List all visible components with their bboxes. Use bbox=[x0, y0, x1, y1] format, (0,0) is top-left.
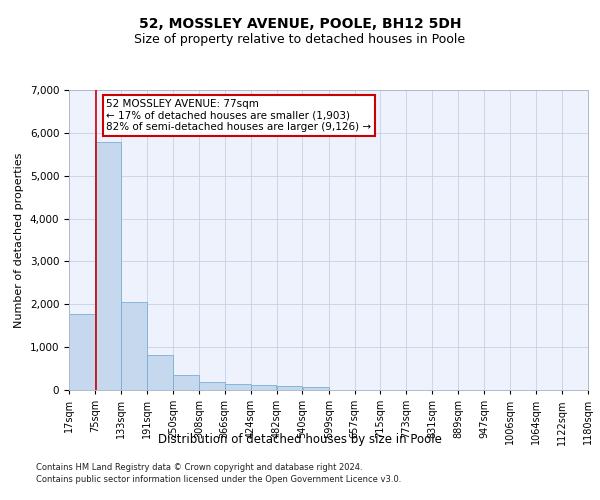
Text: 52, MOSSLEY AVENUE, POOLE, BH12 5DH: 52, MOSSLEY AVENUE, POOLE, BH12 5DH bbox=[139, 18, 461, 32]
Bar bbox=[147, 355, 173, 390]
Bar bbox=[199, 382, 224, 390]
Bar bbox=[69, 314, 95, 390]
Bar bbox=[277, 386, 302, 390]
Text: 52 MOSSLEY AVENUE: 77sqm
← 17% of detached houses are smaller (1,903)
82% of sem: 52 MOSSLEY AVENUE: 77sqm ← 17% of detach… bbox=[106, 99, 371, 132]
Text: Size of property relative to detached houses in Poole: Size of property relative to detached ho… bbox=[134, 32, 466, 46]
Bar bbox=[251, 386, 277, 390]
Bar bbox=[302, 386, 329, 390]
Bar bbox=[121, 302, 146, 390]
Text: Contains HM Land Registry data © Crown copyright and database right 2024.: Contains HM Land Registry data © Crown c… bbox=[36, 464, 362, 472]
Text: Contains public sector information licensed under the Open Government Licence v3: Contains public sector information licen… bbox=[36, 474, 401, 484]
Text: Distribution of detached houses by size in Poole: Distribution of detached houses by size … bbox=[158, 432, 442, 446]
Bar bbox=[173, 376, 199, 390]
Bar bbox=[225, 384, 251, 390]
Bar bbox=[95, 142, 121, 390]
Y-axis label: Number of detached properties: Number of detached properties bbox=[14, 152, 24, 328]
